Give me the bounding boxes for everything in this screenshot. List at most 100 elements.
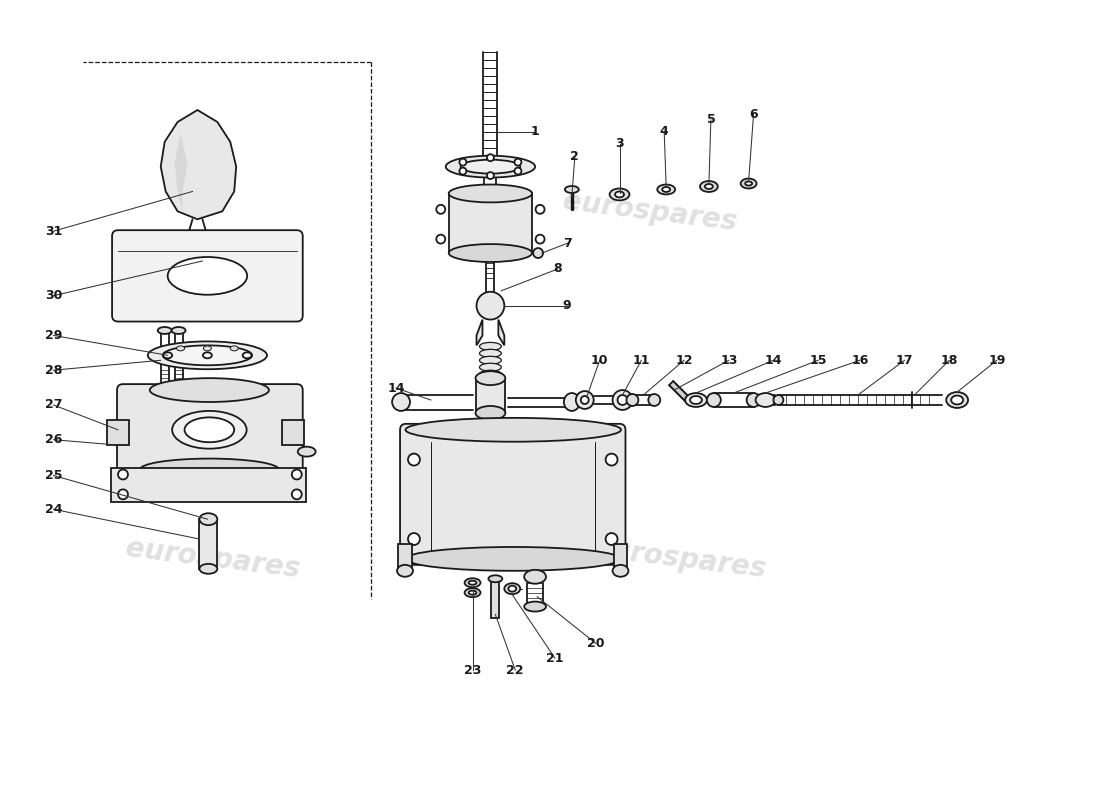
Ellipse shape (172, 411, 246, 449)
Circle shape (292, 470, 301, 479)
Circle shape (408, 533, 420, 545)
FancyBboxPatch shape (400, 424, 626, 565)
Text: 12: 12 (675, 354, 693, 366)
Ellipse shape (243, 352, 252, 358)
Text: 28: 28 (45, 364, 63, 377)
Text: 29: 29 (45, 329, 63, 342)
Ellipse shape (609, 189, 629, 200)
Ellipse shape (525, 570, 546, 584)
Ellipse shape (167, 257, 248, 294)
Ellipse shape (172, 327, 186, 334)
Circle shape (606, 533, 617, 545)
Text: 30: 30 (45, 290, 63, 302)
Ellipse shape (707, 393, 721, 407)
Ellipse shape (140, 458, 279, 481)
Text: 6: 6 (749, 107, 758, 121)
Circle shape (487, 154, 494, 161)
Bar (282, 420, 304, 445)
Text: 24: 24 (45, 502, 63, 516)
Ellipse shape (449, 244, 532, 262)
Ellipse shape (406, 547, 621, 571)
Text: eurospares: eurospares (123, 534, 301, 583)
Text: 11: 11 (632, 354, 650, 366)
Text: 2: 2 (571, 150, 580, 163)
Ellipse shape (446, 156, 535, 178)
Ellipse shape (464, 578, 481, 587)
Ellipse shape (658, 185, 675, 194)
Text: 19: 19 (988, 354, 1005, 366)
Circle shape (408, 454, 420, 466)
Ellipse shape (740, 178, 757, 189)
Text: 20: 20 (587, 637, 604, 650)
Ellipse shape (480, 342, 502, 350)
Ellipse shape (480, 363, 502, 371)
Ellipse shape (564, 393, 580, 411)
Ellipse shape (690, 396, 702, 404)
Text: 16: 16 (851, 354, 869, 366)
Circle shape (536, 234, 544, 243)
Ellipse shape (202, 352, 212, 358)
Bar (449, 194, 532, 253)
Polygon shape (498, 319, 504, 346)
Ellipse shape (565, 186, 579, 193)
Circle shape (487, 172, 494, 179)
Polygon shape (161, 110, 236, 219)
Ellipse shape (177, 346, 185, 351)
Ellipse shape (464, 588, 481, 597)
Bar (475, 378, 505, 413)
Text: 3: 3 (615, 138, 624, 150)
Ellipse shape (488, 575, 503, 582)
Ellipse shape (648, 394, 660, 406)
Ellipse shape (745, 182, 752, 186)
Ellipse shape (662, 187, 670, 192)
Text: 26: 26 (45, 434, 63, 446)
Text: eurospares: eurospares (123, 231, 301, 281)
Text: eurospares: eurospares (561, 186, 738, 236)
Ellipse shape (163, 346, 252, 366)
Ellipse shape (298, 446, 316, 457)
Ellipse shape (157, 327, 172, 334)
Text: 10: 10 (591, 354, 608, 366)
Circle shape (437, 234, 446, 243)
Ellipse shape (475, 406, 505, 420)
Ellipse shape (617, 395, 627, 405)
Text: 25: 25 (45, 469, 63, 482)
Ellipse shape (480, 356, 502, 364)
Text: 27: 27 (45, 398, 63, 411)
Ellipse shape (613, 390, 632, 410)
Ellipse shape (508, 586, 516, 592)
Ellipse shape (230, 346, 239, 351)
Ellipse shape (705, 184, 713, 189)
Ellipse shape (700, 181, 718, 192)
Text: 31: 31 (45, 225, 63, 238)
Polygon shape (175, 134, 187, 211)
Text: eurospares: eurospares (591, 534, 768, 583)
Ellipse shape (185, 418, 234, 442)
Ellipse shape (397, 565, 412, 577)
Ellipse shape (575, 391, 594, 409)
Polygon shape (476, 319, 483, 346)
Ellipse shape (204, 346, 211, 351)
Text: 7: 7 (563, 237, 572, 250)
Ellipse shape (469, 581, 476, 585)
Text: 13: 13 (720, 354, 737, 366)
Ellipse shape (480, 350, 502, 358)
Polygon shape (669, 381, 693, 405)
Text: 21: 21 (547, 652, 563, 665)
Text: 1: 1 (530, 126, 539, 138)
Ellipse shape (747, 393, 760, 407)
Ellipse shape (163, 352, 172, 358)
Ellipse shape (685, 393, 707, 407)
Ellipse shape (449, 185, 532, 202)
Text: 23: 23 (464, 664, 481, 677)
Bar (398, 544, 412, 572)
Ellipse shape (581, 396, 589, 404)
Circle shape (476, 292, 504, 319)
Ellipse shape (475, 371, 505, 385)
Ellipse shape (504, 583, 520, 594)
Text: 18: 18 (940, 354, 958, 366)
Circle shape (515, 168, 521, 174)
Text: 14: 14 (764, 354, 782, 366)
Ellipse shape (756, 393, 775, 407)
Bar (492, 578, 499, 618)
